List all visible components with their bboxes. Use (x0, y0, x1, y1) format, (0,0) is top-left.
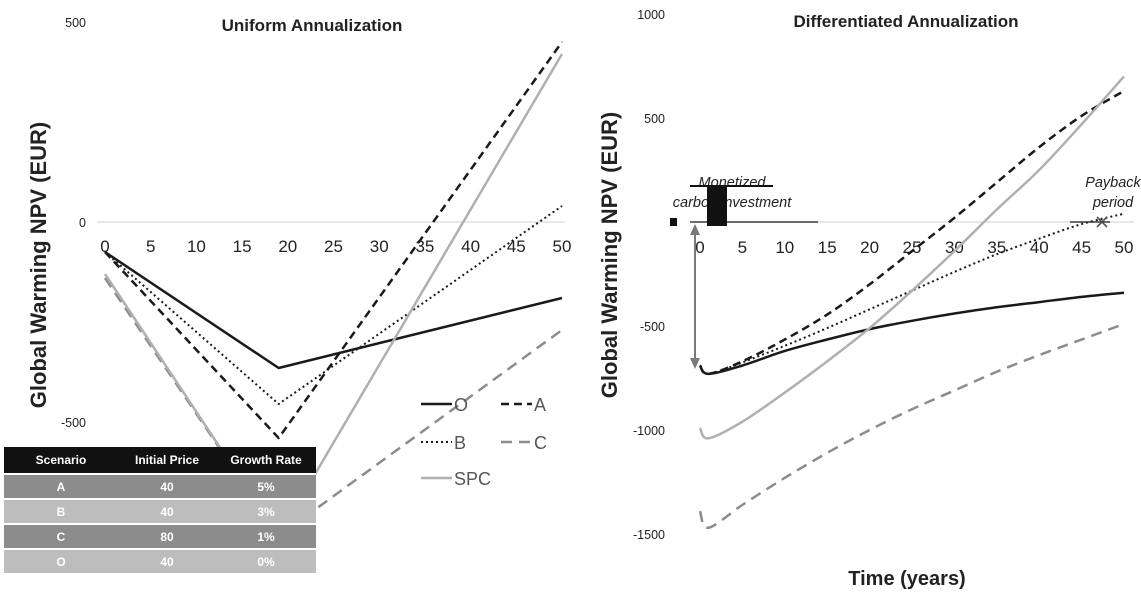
right-x-tick-label: 45 (1072, 238, 1091, 257)
left-x-tick-label: 20 (278, 237, 297, 256)
right-x-tick-label: 15 (818, 238, 837, 257)
left-chart-title: Uniform Annualization (222, 16, 403, 35)
right-x-tick-label: 5 (738, 238, 747, 257)
right-x-tick-label: 30 (945, 238, 964, 257)
table-row: C 80 1% (4, 523, 316, 549)
table-cell-growth-rate: 5% (216, 473, 316, 499)
annotation-monetized-line2: carbon investment (673, 195, 792, 211)
legend-label-b: B (454, 433, 466, 453)
legend-label-o: O (454, 395, 468, 415)
left-x-tick-label: 40 (461, 237, 480, 256)
table-cell-initial-price: 40 (118, 548, 216, 573)
annotation-payback-line1: Payback (1085, 175, 1141, 191)
left-x-tick-label: 5 (146, 237, 155, 256)
annotation-marker (670, 218, 677, 226)
right-y-tick-label: -500 (640, 320, 665, 334)
right-series-line-o (698, 291, 1125, 376)
right-series-line-c (698, 322, 1125, 530)
arrow-head-up (690, 224, 700, 235)
left-series-line-b (104, 205, 563, 405)
left-x-tick-label: 10 (187, 237, 206, 256)
right-chart: Differentiated Annualization Global Warm… (597, 8, 1141, 590)
right-y-axis-label: Global Warming NPV (EUR) (597, 112, 622, 398)
table-cell-initial-price: 80 (118, 523, 216, 549)
left-y-tick-label: -500 (61, 416, 86, 430)
table-cell-scenario: A (4, 473, 118, 499)
left-x-tick-label: 50 (553, 237, 572, 256)
right-x-tick-label: 20 (860, 238, 879, 257)
left-x-tick-label: 35 (415, 237, 434, 256)
payback-cross-icon (1096, 216, 1108, 228)
table-header-scenario: Scenario (4, 447, 118, 474)
table-row: O 40 0% (4, 548, 316, 573)
right-x-tick-label: 0 (695, 238, 704, 257)
table-cell-scenario: C (4, 523, 118, 549)
right-series-line-a (698, 89, 1125, 376)
left-x-tick-label: 15 (233, 237, 252, 256)
right-x-tick-label: 50 (1115, 238, 1134, 257)
left-y-tick-label: 500 (65, 16, 86, 30)
table-row: A 40 5% (4, 473, 316, 499)
table-cell-scenario: O (4, 548, 118, 573)
table-header-growth-rate: Growth Rate (216, 447, 316, 474)
annotation-payback-line2: period (1092, 195, 1134, 211)
payback-period-annotation: Payback period (1070, 175, 1141, 228)
table-header-row: Scenario Initial Price Growth Rate (4, 447, 316, 474)
right-x-tick-label: 10 (775, 238, 794, 257)
legend-label-c: C (534, 433, 547, 453)
table-cell-growth-rate: 0% (216, 548, 316, 573)
left-y-tick-label: 0 (79, 216, 86, 230)
left-x-tick-label: 25 (324, 237, 343, 256)
right-y-tick-label: -1500 (633, 528, 665, 542)
table-cell-initial-price: 40 (118, 498, 216, 524)
right-x-axis-label: Time (years) (848, 568, 965, 590)
scenario-table: Scenario Initial Price Growth Rate A 40 … (4, 447, 316, 573)
table-header-initial-price: Initial Price (118, 447, 216, 474)
legend-label-a: A (534, 395, 546, 415)
left-y-axis-label: Global Warming NPV (EUR) (26, 122, 51, 408)
annotation-black-bar (707, 186, 727, 226)
right-y-tick-label: 500 (644, 112, 665, 126)
table-cell-growth-rate: 3% (216, 498, 316, 524)
legend: O A B C SPC (421, 395, 547, 489)
arrow-head-down (690, 358, 700, 369)
left-series-line-a (104, 41, 564, 440)
right-series-line-spc (698, 75, 1125, 440)
right-series-line-b (699, 212, 1125, 375)
right-y-tick-label: -1000 (633, 424, 665, 438)
left-chart: Uniform Annualization Global Warming NPV… (26, 16, 572, 538)
left-series-line-o (104, 250, 563, 370)
table-cell-initial-price: 40 (118, 473, 216, 499)
right-y-tick-label: 1000 (637, 8, 665, 22)
table-row: B 40 3% (4, 498, 316, 524)
monetized-carbon-investment-annotation: Monetized carbon investment (670, 175, 818, 369)
left-x-tick-label: 45 (507, 237, 526, 256)
right-x-tick-label: 25 (903, 238, 922, 257)
table-cell-growth-rate: 1% (216, 523, 316, 549)
left-x-tick-label: 30 (370, 237, 389, 256)
table-cell-scenario: B (4, 498, 118, 524)
legend-label-spc: SPC (454, 469, 491, 489)
left-x-tick-label: 0 (100, 237, 109, 256)
right-chart-title: Differentiated Annualization (793, 12, 1018, 31)
right-x-tick-label: 40 (1030, 238, 1049, 257)
